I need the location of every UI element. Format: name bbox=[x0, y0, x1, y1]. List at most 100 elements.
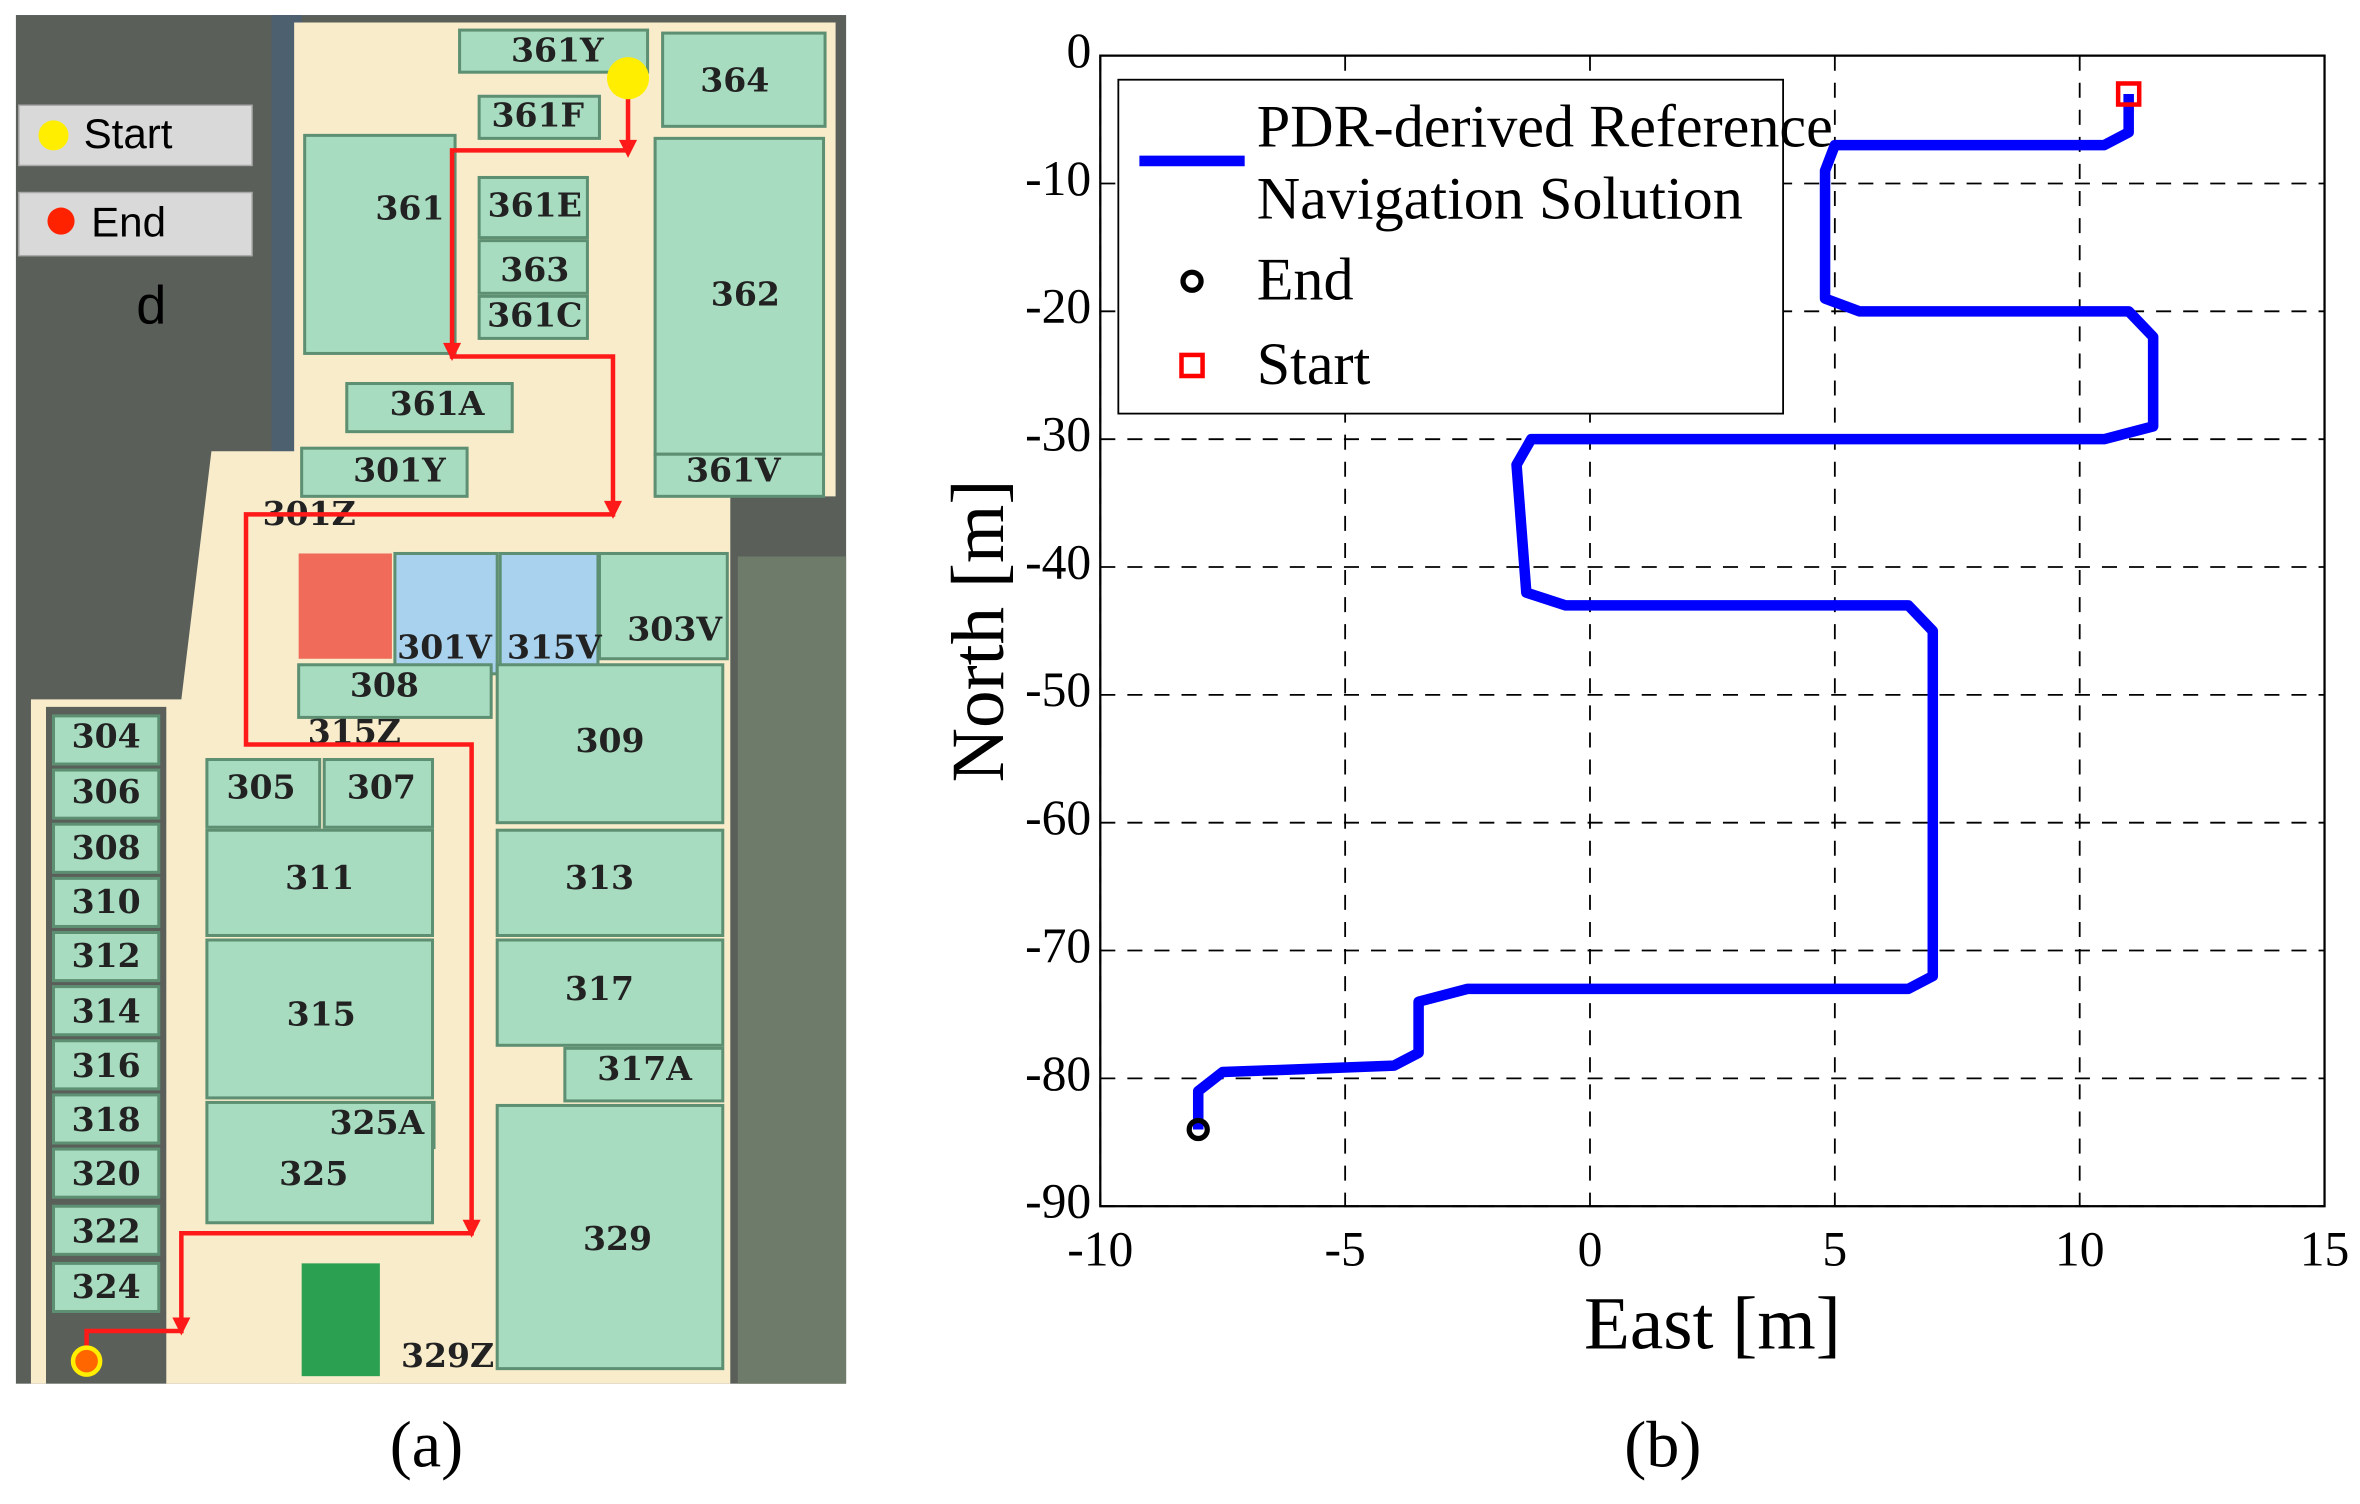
room-label: 329 bbox=[583, 1219, 652, 1258]
route-arrow bbox=[619, 139, 638, 158]
legend-start-dot bbox=[38, 120, 69, 151]
room-label: 361F bbox=[492, 95, 585, 134]
room-label: 316 bbox=[72, 1046, 141, 1085]
room bbox=[322, 758, 435, 829]
route-arrow bbox=[443, 342, 462, 361]
room-label: 320 bbox=[72, 1154, 141, 1193]
legend-box bbox=[1117, 78, 1785, 415]
room-label: 305 bbox=[227, 768, 296, 807]
room-label: 361E bbox=[488, 186, 582, 225]
plan-mark: d bbox=[136, 275, 166, 335]
room bbox=[51, 1147, 161, 1199]
room-label: 304 bbox=[72, 716, 141, 755]
room-label: 306 bbox=[72, 772, 141, 811]
route-arrow bbox=[462, 1219, 481, 1238]
y-tick-label: -80 bbox=[1025, 1046, 1091, 1101]
room-label: 310 bbox=[72, 882, 141, 921]
y-tick-label: -20 bbox=[1025, 279, 1091, 334]
marker-point bbox=[1186, 1117, 1210, 1142]
room-label: 303V bbox=[627, 610, 723, 649]
axes-frame bbox=[1099, 54, 2326, 1208]
room-label: 329Z bbox=[401, 1336, 494, 1375]
room-label: 361 bbox=[375, 189, 444, 228]
room-label: 314 bbox=[72, 992, 141, 1031]
room-label: 361C bbox=[487, 295, 582, 334]
marker-point bbox=[2115, 81, 2142, 107]
room-label: 364 bbox=[700, 61, 769, 100]
room-label: 325A bbox=[330, 1103, 426, 1142]
room-label: 361Y bbox=[511, 31, 604, 70]
y-tick-label: -50 bbox=[1025, 662, 1091, 717]
room bbox=[51, 1039, 161, 1091]
x-tick-label: -10 bbox=[1067, 1222, 1133, 1277]
room-label: 362 bbox=[711, 274, 780, 313]
x-tick-label: -5 bbox=[1324, 1222, 1365, 1277]
room-label: 309 bbox=[575, 721, 644, 760]
end-point bbox=[70, 1345, 103, 1377]
y-tick-label: -10 bbox=[1025, 151, 1091, 206]
room-label: 361V bbox=[686, 450, 782, 489]
y-tick-label: -40 bbox=[1025, 534, 1091, 589]
room-label: 308 bbox=[72, 828, 141, 867]
stairs bbox=[301, 1263, 380, 1377]
y-axis-label: North [m] bbox=[937, 480, 1020, 783]
room bbox=[345, 382, 514, 434]
room-label: 301V bbox=[397, 628, 493, 667]
room bbox=[51, 985, 161, 1037]
room bbox=[51, 768, 161, 820]
room bbox=[498, 551, 600, 676]
room-label: 315V bbox=[507, 628, 603, 667]
x-tick-label: 10 bbox=[2055, 1222, 2105, 1277]
room-label: 363 bbox=[500, 250, 569, 289]
room bbox=[51, 714, 161, 766]
stair-room bbox=[298, 553, 392, 659]
room-label: 315 bbox=[287, 995, 356, 1034]
room bbox=[477, 294, 589, 340]
route bbox=[84, 78, 631, 1357]
room bbox=[477, 175, 589, 240]
y-tick-label: 0 bbox=[1066, 23, 1091, 78]
room bbox=[653, 136, 826, 456]
room-label: 317 bbox=[565, 969, 634, 1008]
route-arrow bbox=[172, 1317, 191, 1336]
room-label: 322 bbox=[72, 1211, 141, 1250]
legend-end-dot bbox=[47, 207, 75, 235]
room-label: 317A bbox=[597, 1049, 693, 1088]
room bbox=[653, 452, 826, 498]
legend-label-line: Navigation Solution bbox=[1257, 165, 1743, 232]
legend-end: End bbox=[91, 199, 166, 246]
room-label: 324 bbox=[72, 1267, 141, 1306]
legend-label: PDR-derived Reference Navigation Solution bbox=[1257, 93, 1833, 232]
y-tick-label: -60 bbox=[1025, 790, 1091, 845]
legend-label-line: PDR-derived Reference bbox=[1257, 93, 1833, 160]
room bbox=[51, 822, 161, 874]
legend-start: Start bbox=[84, 110, 173, 157]
room bbox=[297, 663, 493, 719]
room-label: 307 bbox=[347, 768, 416, 807]
room-label: 312 bbox=[72, 936, 141, 975]
x-tick-label: 15 bbox=[2300, 1222, 2350, 1277]
room bbox=[300, 446, 469, 498]
room-label: 308 bbox=[350, 665, 419, 704]
room bbox=[205, 1100, 435, 1225]
x-tick-label: 0 bbox=[1578, 1222, 1603, 1277]
floor-plan: d Start End (a) 361Y 364 361F 361 361E 363 362… bbox=[15, 15, 847, 1482]
x-axis-label: East [m] bbox=[1584, 1282, 1841, 1365]
room bbox=[495, 938, 725, 1047]
legend-label: End bbox=[1257, 247, 1354, 314]
room bbox=[51, 1204, 161, 1256]
room bbox=[661, 31, 827, 128]
trajectory-line bbox=[1192, 94, 2159, 1130]
legend-marker bbox=[1179, 352, 1205, 379]
room-label: 318 bbox=[72, 1100, 141, 1139]
y-tick-label: -70 bbox=[1025, 918, 1091, 973]
room bbox=[51, 1261, 161, 1313]
room bbox=[597, 551, 729, 661]
room bbox=[495, 828, 725, 937]
y-tick-label: -90 bbox=[1025, 1174, 1091, 1229]
room bbox=[205, 938, 435, 1100]
room bbox=[495, 663, 725, 825]
room bbox=[205, 828, 435, 937]
room-label: 301Y bbox=[353, 450, 446, 489]
